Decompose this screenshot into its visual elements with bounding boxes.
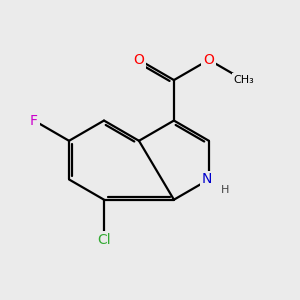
Text: CH₃: CH₃ (233, 75, 254, 85)
Text: O: O (134, 53, 144, 67)
Text: H: H (221, 185, 229, 195)
Text: F: F (30, 114, 38, 128)
Text: N: N (202, 172, 212, 186)
Text: Cl: Cl (97, 233, 111, 247)
Text: O: O (203, 53, 214, 67)
